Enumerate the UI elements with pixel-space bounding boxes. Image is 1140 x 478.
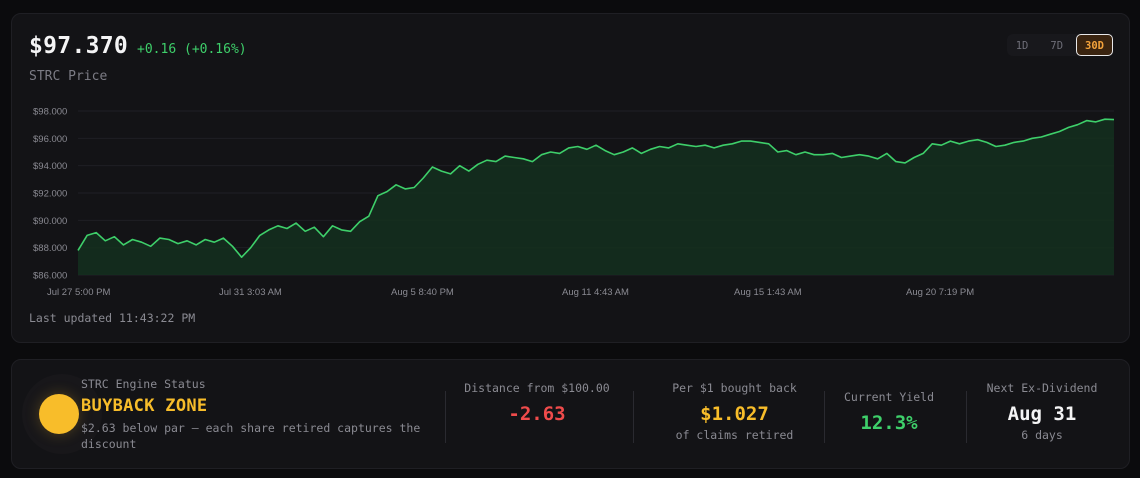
- price-header: $97.370 +0.16 (+0.16%): [29, 33, 247, 59]
- metric-per-dollar: Per $1 bought back $1.027 of claims reti…: [647, 381, 822, 442]
- metric-value: 12.3%: [860, 412, 918, 434]
- metric-value: Aug 31: [1007, 403, 1077, 425]
- y-tick-label: $94.000: [33, 161, 67, 172]
- y-tick-label: $96.000: [33, 134, 67, 145]
- x-tick-label: Jul 31 3:03 AM: [219, 287, 282, 298]
- area-fill: [78, 119, 1114, 275]
- y-tick-label: $92.000: [33, 189, 67, 200]
- price-card: $97.370 +0.16 (+0.16%) STRC Price 1D 7D …: [11, 13, 1130, 343]
- engine-status-card: STRC Engine Status BUYBACK ZONE $2.63 be…: [11, 359, 1130, 469]
- x-tick-label: Jul 27 5:00 PM: [47, 287, 110, 298]
- metric-sub: of claims retired: [675, 428, 794, 442]
- metric-sub: 6 days: [1021, 428, 1063, 442]
- divider: [633, 391, 634, 443]
- x-tick-label: Aug 11 4:43 AM: [562, 287, 629, 298]
- range-selector: 1D 7D 30D: [1006, 34, 1113, 56]
- engine-status-state: BUYBACK ZONE: [81, 396, 208, 416]
- y-tick-label: $86.000: [33, 271, 67, 282]
- price-line: [77, 118, 1115, 258]
- metric-value: -2.63: [508, 403, 566, 425]
- tab-1d[interactable]: 1D: [1015, 40, 1029, 52]
- tab-30d[interactable]: 30D: [1076, 34, 1113, 56]
- price-label: STRC Price: [29, 69, 108, 84]
- metric-label: Per $1 bought back: [672, 381, 797, 395]
- metric-distance: Distance from $100.00 -2.63: [457, 381, 617, 425]
- x-tick-label: Aug 5 8:40 PM: [391, 287, 454, 298]
- tab-7d[interactable]: 7D: [1050, 40, 1064, 52]
- x-tick-label: Aug 20 7:19 PM: [906, 287, 974, 298]
- metric-label: Next Ex-Dividend: [986, 381, 1098, 395]
- y-tick-label: $90.000: [33, 216, 67, 227]
- metric-label: Current Yield: [843, 390, 934, 404]
- last-updated: Last updated 11:43:22 PM: [29, 311, 196, 325]
- status-orb-icon: [39, 394, 79, 434]
- engine-status-label: STRC Engine Status: [81, 377, 206, 391]
- y-tick-label: $88.000: [33, 243, 67, 254]
- metric-ex-dividend: Next Ex-Dividend Aug 31 6 days: [977, 381, 1107, 442]
- y-tick-label: $98.000: [33, 107, 67, 118]
- current-price: $97.370: [29, 33, 129, 59]
- divider: [445, 391, 446, 443]
- status-indicator: [22, 374, 102, 454]
- price-change: +0.16 (+0.16%): [137, 42, 247, 57]
- divider: [824, 391, 825, 443]
- engine-status-description: $2.63 below par — each share retired cap…: [81, 421, 421, 451]
- metric-yield: Current Yield 12.3%: [834, 390, 944, 434]
- metric-label: Distance from $100.00: [464, 381, 610, 395]
- metric-value: $1.027: [700, 403, 769, 425]
- x-tick-label: Aug 15 1:43 AM: [734, 287, 802, 298]
- price-chart: $98.000 $96.000 $94.000 $92.000 $90.000 $88.0…: [33, 107, 1115, 298]
- divider: [966, 391, 967, 443]
